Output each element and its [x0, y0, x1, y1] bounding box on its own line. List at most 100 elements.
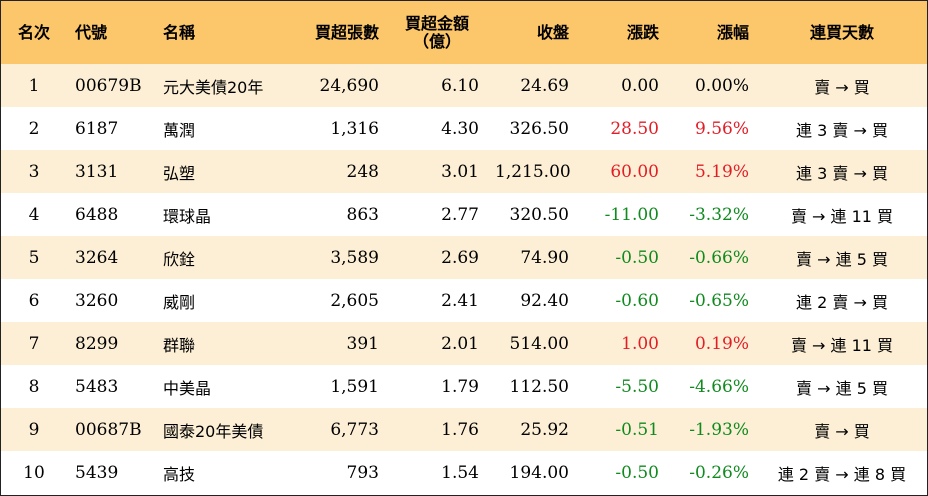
net-buy-lots-cell: 1,591 — [330, 376, 379, 397]
name-cell: 高技 — [163, 464, 196, 484]
rank-cell: 1 — [28, 75, 40, 96]
rank-cell: 10 — [23, 462, 45, 483]
net-buy-amount-cell: 2.69 — [441, 247, 479, 268]
consecutive-days-cell: 賣 → 買 — [814, 77, 870, 97]
header-change-pct: 漲幅 — [716, 22, 749, 42]
change-pct-cell: 0.19% — [694, 333, 749, 354]
net-buy-lots-cell: 3,589 — [330, 247, 379, 268]
rank-cell: 6 — [28, 290, 40, 311]
name-cell: 欣銓 — [163, 249, 196, 269]
name-cell: 環球晶 — [163, 206, 212, 226]
change-pct-cell: -1.93% — [689, 419, 749, 440]
net-buy-amount-cell: 2.01 — [441, 333, 479, 354]
change-pct-cell: -0.26% — [689, 462, 749, 483]
close-price-cell: 194.00 — [509, 462, 569, 483]
consecutive-days-cell: 連 2 賣 → 連 8 買 — [777, 464, 907, 484]
change-cell: 0.00 — [621, 75, 659, 96]
code-cell: 5483 — [75, 376, 119, 397]
consecutive-days-cell: 賣 → 連 5 買 — [796, 378, 888, 398]
change-cell: -0.60 — [615, 290, 659, 311]
header-consecutive-days: 連買天數 — [809, 22, 874, 42]
close-price-cell: 514.00 — [509, 333, 569, 354]
table-row: 4 6488 環球晶 863 2.77 320.50 -11.00 -3.32% 賣 → 連 1… — [1, 193, 927, 236]
net-buy-lots-cell: 24,690 — [319, 75, 379, 96]
close-price-cell: 24.69 — [520, 75, 569, 96]
change-pct-cell: 9.56% — [694, 118, 749, 139]
code-cell: 5439 — [75, 462, 119, 483]
code-cell: 8299 — [75, 333, 119, 354]
net-buy-amount-cell: 6.10 — [441, 75, 479, 96]
consecutive-days-cell: 賣 → 連 11 買 — [790, 335, 894, 355]
rank-cell: 4 — [28, 204, 40, 225]
close-price-cell: 112.50 — [509, 376, 569, 397]
table-row: 9 00687B 國泰20年美債 6,773 1.76 25.92 -0.51 -1.93% 賣… — [1, 408, 927, 451]
header-name: 名稱 — [163, 22, 196, 42]
net-buy-amount-cell: 1.76 — [441, 419, 479, 440]
net-buy-lots-cell: 248 — [346, 161, 379, 182]
rank-cell: 9 — [28, 419, 40, 440]
change-pct-cell: -0.65% — [689, 290, 749, 311]
close-price-cell: 326.50 — [509, 118, 569, 139]
close-price-cell: 92.40 — [520, 290, 569, 311]
change-pct-cell: -0.66% — [689, 247, 749, 268]
table-body: 1 00679B 元大美債20年 24,690 6.10 24.69 0.00 0.00% 賣 … — [1, 64, 927, 494]
net-buy-lots-cell: 863 — [346, 204, 379, 225]
change-cell: -11.00 — [604, 204, 659, 225]
name-cell: 群聯 — [163, 335, 196, 355]
header-row: 名次 代號 名稱 買超張數 買超金額 （億） 收盤 漲跌 漲幅 連買天數 — [1, 1, 927, 64]
name-cell: 元大美債20年 — [163, 77, 264, 97]
net-buy-amount-cell: 1.79 — [441, 376, 479, 397]
code-cell: 00687B — [75, 419, 142, 440]
net-buy-amount-cell: 3.01 — [441, 161, 479, 182]
net-buy-lots-cell: 391 — [346, 333, 379, 354]
name-cell: 國泰20年美債 — [163, 421, 264, 441]
consecutive-days-cell: 賣 → 買 — [814, 421, 870, 441]
net-buy-amount-cell: 4.30 — [441, 118, 479, 139]
change-pct-cell: -3.32% — [689, 204, 749, 225]
header-net-buy-amount-line1: 買超金額 — [404, 13, 469, 33]
rank-cell: 3 — [28, 161, 40, 182]
close-price-cell: 320.50 — [509, 204, 569, 225]
name-cell: 威剛 — [163, 292, 196, 312]
header-change: 漲跌 — [626, 22, 659, 42]
consecutive-days-cell: 連 3 賣 → 買 — [796, 163, 888, 183]
net-buy-lots-cell: 1,316 — [330, 118, 379, 139]
net-buy-amount-cell: 2.77 — [441, 204, 479, 225]
change-pct-cell: 0.00% — [694, 75, 749, 96]
change-pct-cell: 5.19% — [694, 161, 749, 182]
header-close: 收盤 — [536, 22, 569, 42]
consecutive-days-cell: 賣 → 連 11 買 — [790, 206, 894, 226]
header-code: 代號 — [75, 22, 108, 42]
change-cell: 60.00 — [610, 161, 659, 182]
code-cell: 00679B — [75, 75, 142, 96]
code-cell: 6187 — [75, 118, 119, 139]
code-cell: 6488 — [75, 204, 119, 225]
net-buy-lots-cell: 6,773 — [330, 419, 379, 440]
table-row: 3 3131 弘塑 248 3.01 1,215.00 60.00 5.19% 連 3 賣 → … — [1, 150, 927, 193]
change-cell: -0.51 — [615, 419, 659, 440]
table-row: 1 00679B 元大美債20年 24,690 6.10 24.69 0.00 0.00% 賣 … — [1, 64, 927, 107]
net-buy-lots-cell: 793 — [346, 462, 379, 483]
change-cell: 28.50 — [610, 118, 659, 139]
rank-cell: 8 — [28, 376, 40, 397]
table-row: 5 3264 欣銓 3,589 2.69 74.90 -0.50 -0.66% 賣 → 連 5 … — [1, 236, 927, 279]
header-net-buy-amount: 買超金額 （億） — [387, 1, 487, 64]
close-price-cell: 25.92 — [520, 419, 569, 440]
close-price-cell: 1,215.00 — [495, 161, 571, 182]
net-buy-lots-cell: 2,605 — [330, 290, 379, 311]
header-net-buy-lots: 買超張數 — [314, 22, 379, 42]
name-cell: 萬潤 — [163, 120, 196, 140]
net-buy-amount-cell: 1.54 — [441, 462, 479, 483]
rank-cell: 2 — [28, 118, 40, 139]
table-row: 8 5483 中美晶 1,591 1.79 112.50 -5.50 -4.66% 賣 → 連 … — [1, 365, 927, 408]
change-cell: -0.50 — [615, 462, 659, 483]
header-net-buy-amount-line2: （億） — [412, 31, 461, 51]
code-cell: 3131 — [75, 161, 119, 182]
change-pct-cell: -4.66% — [689, 376, 749, 397]
close-price-cell: 74.90 — [520, 247, 569, 268]
change-cell: -0.50 — [615, 247, 659, 268]
net-buy-amount-cell: 2.41 — [441, 290, 479, 311]
consecutive-days-cell: 連 3 賣 → 買 — [796, 120, 888, 140]
consecutive-days-cell: 賣 → 連 5 買 — [796, 249, 888, 269]
